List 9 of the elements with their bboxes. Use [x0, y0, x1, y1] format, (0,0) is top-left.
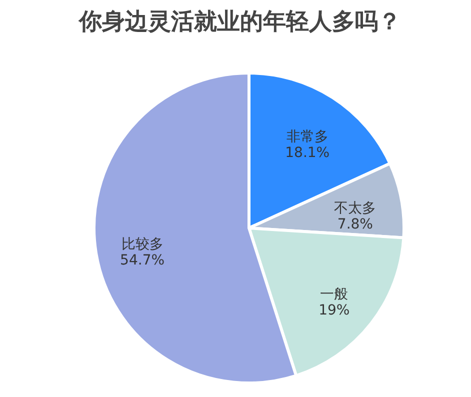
data-label: 18.1% — [285, 145, 330, 162]
slice-label: 比较多 — [121, 236, 164, 253]
slice-label: 非常多 — [286, 129, 328, 146]
data-label: 7.8% — [337, 216, 373, 232]
slice-label: 不太多 — [334, 200, 376, 216]
data-label: 19% — [318, 302, 350, 318]
slice-label: 一般 — [320, 286, 348, 302]
chart-title: 你身边灵活就业的年轻人多吗？ — [78, 9, 401, 35]
data-label: 54.7% — [120, 252, 165, 269]
